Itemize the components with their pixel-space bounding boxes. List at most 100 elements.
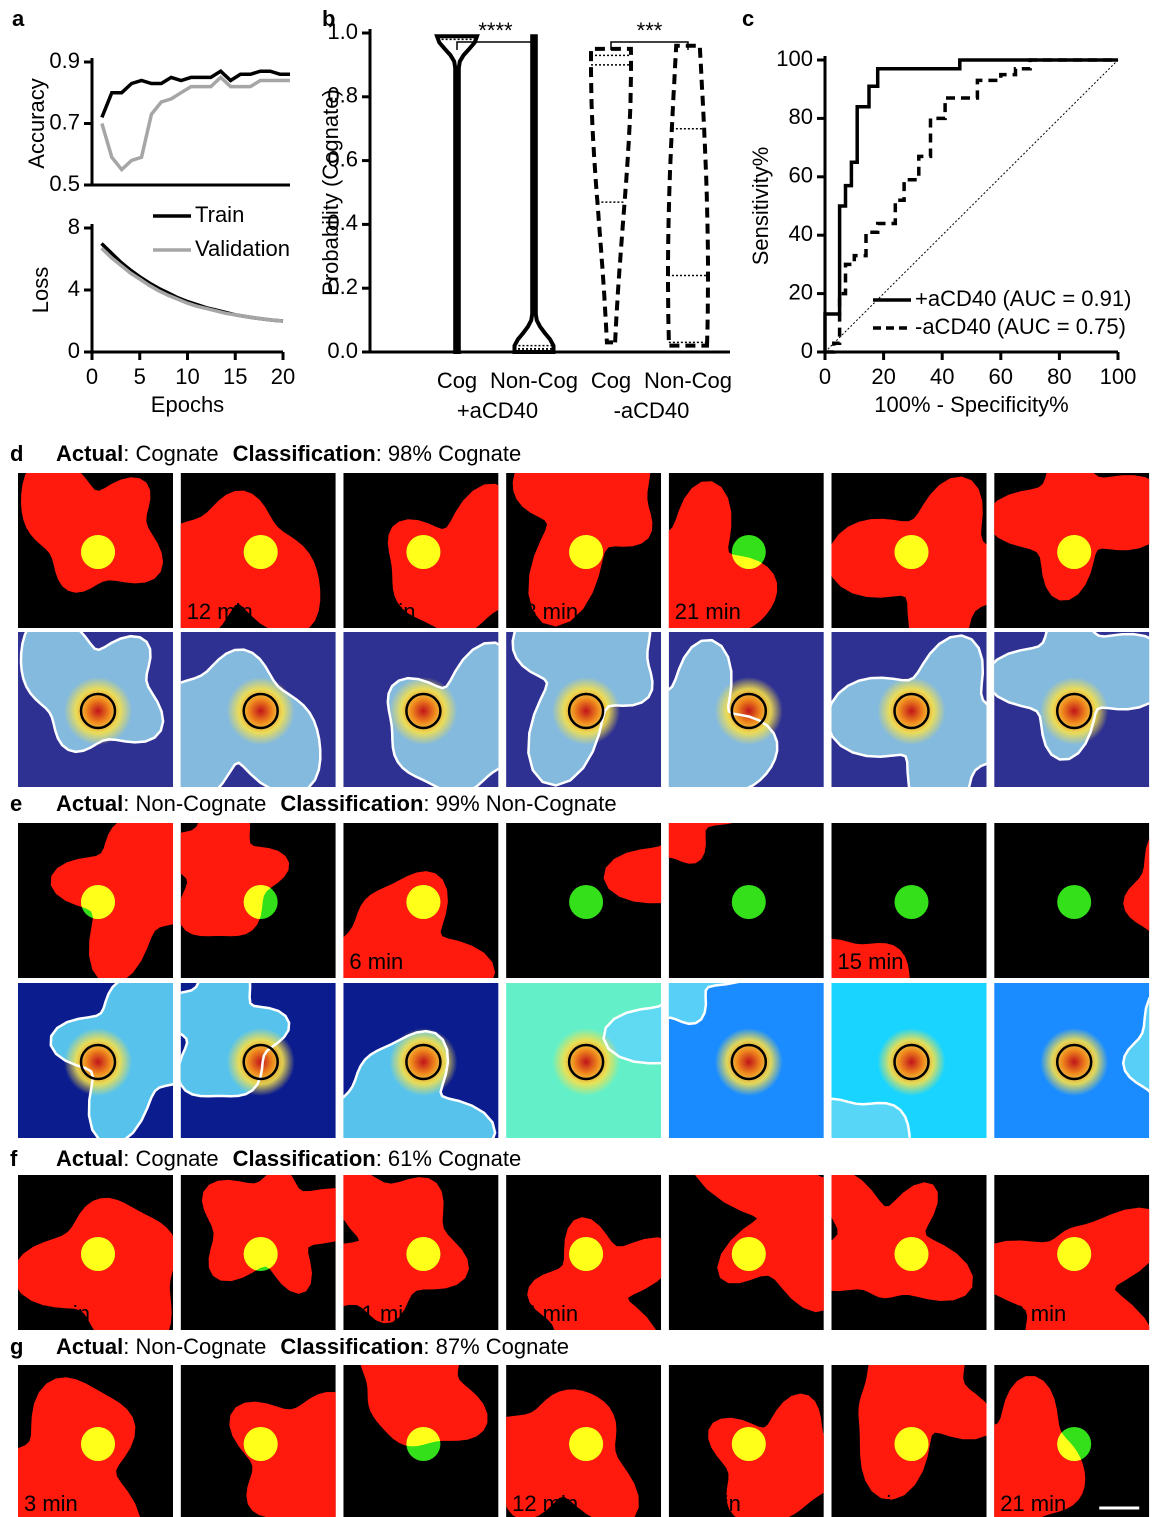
time-label: 18 min <box>838 1491 904 1516</box>
x-tick-label: 10 <box>175 364 199 389</box>
image-tile: 33 min <box>994 1175 1150 1330</box>
violin <box>666 43 710 348</box>
y-tick-label: 0.2 <box>327 274 358 299</box>
header-part: : Cognate <box>123 441 218 466</box>
series-line <box>823 58 1118 352</box>
image-tile: 15 min <box>668 1365 824 1517</box>
image-tile: 15 min <box>343 473 499 628</box>
saliency-tile <box>343 983 499 1138</box>
time-label: 0 min <box>24 949 78 974</box>
saliency-tile <box>18 983 173 1138</box>
time-label: 15 min <box>349 599 415 624</box>
y-tick-label: 0.6 <box>327 146 358 171</box>
image-tile: 6 min <box>180 1365 336 1517</box>
x-tick-label: Cog <box>591 368 631 393</box>
y-tick-label: 80 <box>789 104 813 129</box>
panel-label: g <box>10 1334 23 1359</box>
x-tick-label: 0 <box>86 364 98 389</box>
significance-label: *** <box>637 18 663 43</box>
image-tile: 6 min <box>343 823 499 978</box>
time-label: 24 min <box>512 1301 578 1326</box>
panel-header: Actual: Cognate Classification: 98% Cogna… <box>56 441 521 466</box>
header-part: : 99% Non-Cognate <box>423 791 616 816</box>
image-tile: 21 min <box>343 1175 499 1330</box>
panel-label: b <box>322 6 335 31</box>
panel-header: Actual: Non-Cognate Classification: 87% C… <box>56 1334 569 1359</box>
saliency-tile <box>180 632 336 787</box>
header-part: Classification <box>233 1146 376 1171</box>
time-label: 27 min <box>1000 599 1066 624</box>
time-label: 30 min <box>838 1301 904 1326</box>
image-tile: 12 min <box>180 473 336 628</box>
significance-label: **** <box>478 18 513 43</box>
time-label: 18 min <box>1000 949 1066 974</box>
time-label: 9 min <box>24 599 78 624</box>
y-tick-label: 8 <box>68 214 80 239</box>
y-tick-label: 0.4 <box>327 210 358 235</box>
header-part: Actual <box>56 1146 123 1171</box>
image-tile: 30 min <box>831 1175 987 1330</box>
saliency-tile <box>506 632 662 787</box>
violin <box>589 46 633 345</box>
time-label: 21 min <box>349 1301 415 1326</box>
saliency-tile <box>994 632 1150 787</box>
header-part: Classification <box>280 791 423 816</box>
y-axis-label: Probability (Cognate) <box>318 89 343 296</box>
header-part: Classification <box>233 441 376 466</box>
legend-label: -aCD40 (AUC = 0.75) <box>915 314 1126 339</box>
x-tick-label: 80 <box>1047 364 1071 389</box>
saliency-tile <box>343 632 499 787</box>
image-tile: 24 min <box>506 1175 662 1330</box>
y-tick-label: 4 <box>68 276 80 301</box>
time-label: 9 min <box>512 949 566 974</box>
y-tick-label: 0.7 <box>49 109 80 134</box>
header-part: : Cognate <box>123 1146 218 1171</box>
image-tile: 15 min <box>18 1175 173 1330</box>
violin <box>434 34 480 354</box>
header-part: : 61% Cognate <box>376 1146 522 1171</box>
saliency-tile <box>994 983 1150 1138</box>
group-label: -aCD40 <box>614 398 690 423</box>
header-part: : 98% Cognate <box>376 441 522 466</box>
y-axis-label: Loss <box>28 267 53 313</box>
image-tile: 9 min <box>343 1365 499 1517</box>
x-tick-label: 40 <box>930 364 954 389</box>
panel-label: f <box>10 1146 18 1171</box>
header-part: : Non-Cognate <box>123 791 266 816</box>
time-label: 3 min <box>187 949 241 974</box>
time-label: 27 min <box>675 1301 741 1326</box>
saliency-tile <box>180 983 336 1138</box>
time-label: 3 min <box>24 1491 78 1516</box>
time-label: 12 min <box>675 949 741 974</box>
image-tile: 0 min <box>18 823 173 978</box>
x-tick-label: Non-Cog <box>644 368 732 393</box>
time-label: 15 min <box>24 1301 90 1326</box>
panel-label: a <box>12 6 25 31</box>
header-part: Classification <box>280 1334 423 1359</box>
panel-header: Actual: Non-Cognate Classification: 99% N… <box>56 791 617 816</box>
image-tile: 18 min <box>994 823 1150 978</box>
header-part: Actual <box>56 1334 123 1359</box>
legend-label: +aCD40 (AUC = 0.91) <box>915 286 1131 311</box>
saliency-tile <box>831 983 987 1138</box>
panel-header: Actual: Cognate Classification: 61% Cogna… <box>56 1146 521 1171</box>
saliency-tile <box>668 632 824 787</box>
y-axis-label: Accuracy <box>24 78 49 168</box>
y-tick-label: 0 <box>68 338 80 363</box>
header-part: : Non-Cognate <box>123 1334 266 1359</box>
time-label: 9 min <box>349 1491 403 1516</box>
panel-label: d <box>10 441 23 466</box>
significance-bracket <box>456 41 535 50</box>
x-tick-label: 100 <box>1100 364 1137 389</box>
image-tile: 12 min <box>668 823 824 978</box>
y-tick-label: 40 <box>789 221 813 246</box>
violin <box>512 34 556 354</box>
series-line <box>100 246 284 323</box>
image-tile: 24 min <box>831 473 987 628</box>
y-tick-label: 100 <box>776 46 813 71</box>
x-tick-label: 5 <box>134 364 146 389</box>
y-tick-label: 1.0 <box>327 19 358 44</box>
x-tick-label: Non-Cog <box>490 368 578 393</box>
image-tile: 3 min <box>18 1365 173 1517</box>
